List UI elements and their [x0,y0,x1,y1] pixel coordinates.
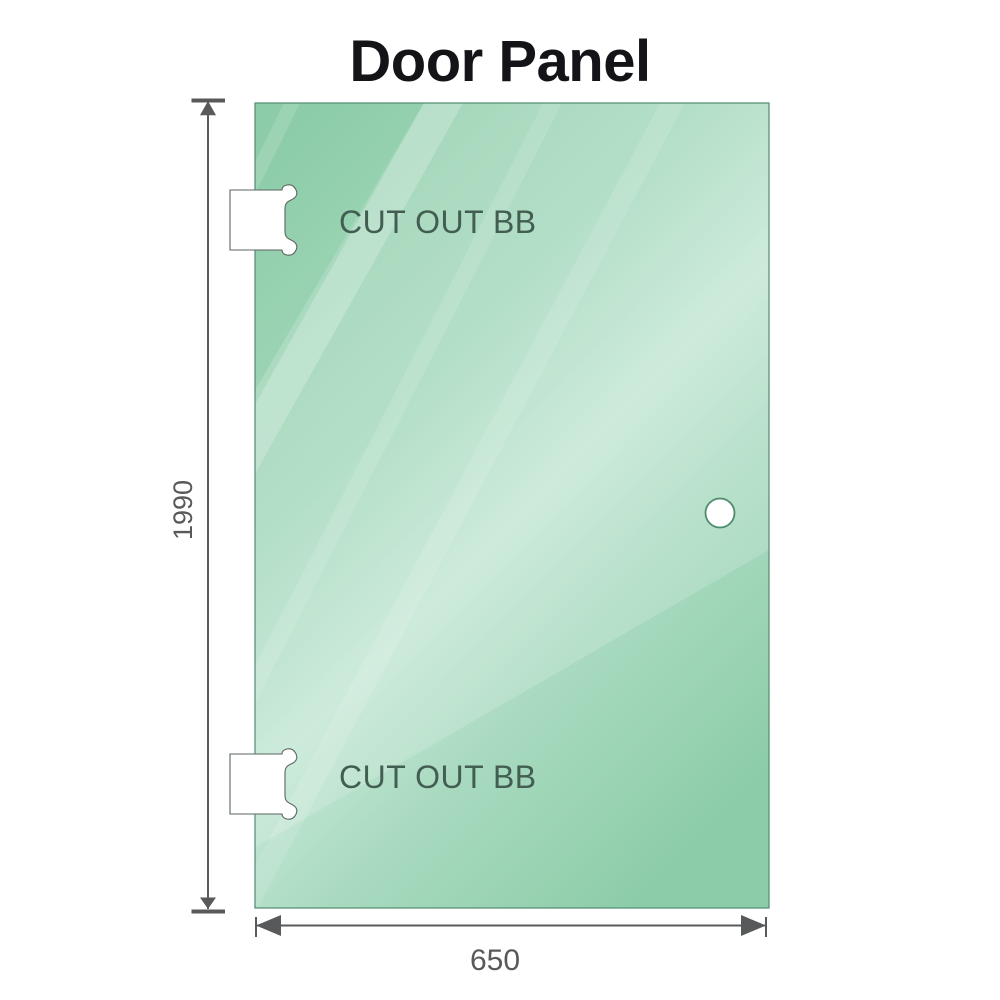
svg-text:CUT OUT BB: CUT OUT BB [339,204,537,240]
svg-text:650: 650 [470,944,520,977]
svg-text:CUT OUT BB: CUT OUT BB [339,759,537,795]
svg-text:1990: 1990 [168,480,198,540]
